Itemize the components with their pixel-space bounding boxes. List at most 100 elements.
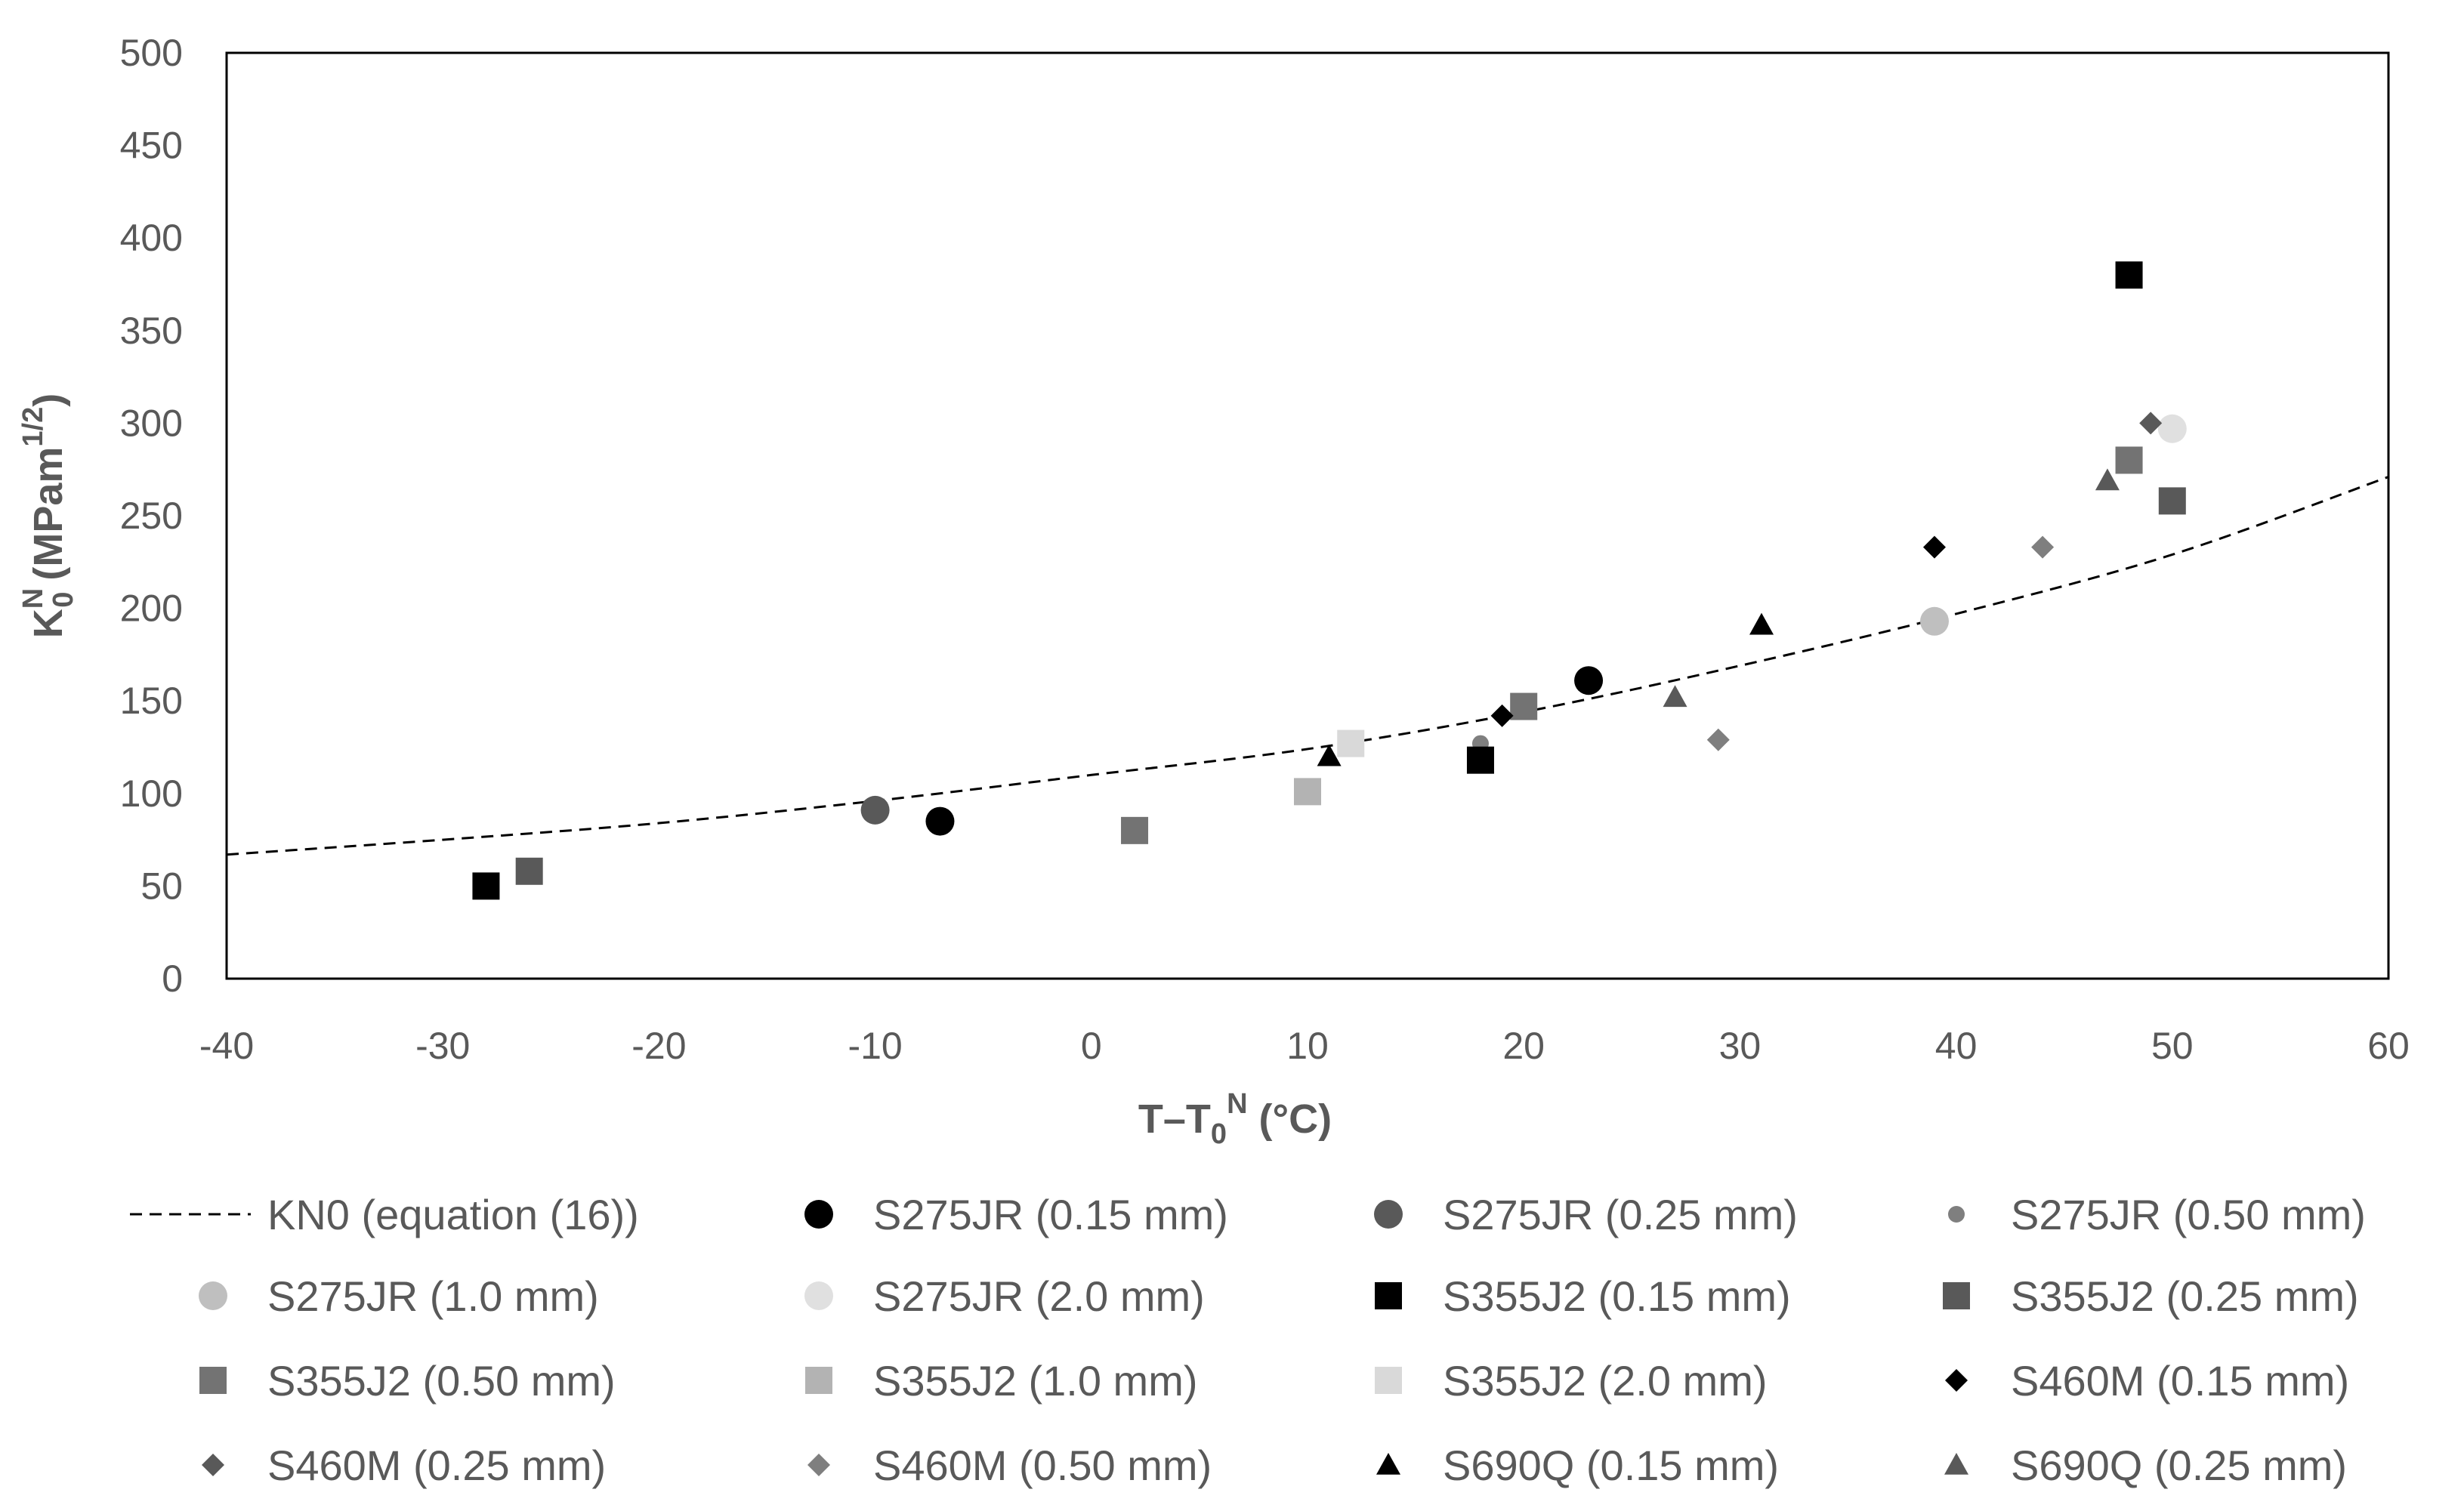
x-tick-label: -10: [848, 1025, 902, 1067]
legend-symbol: [1376, 1453, 1400, 1475]
legend-entry: S275JR (2.0 mm): [804, 1272, 1205, 1320]
legend-symbol: [202, 1454, 224, 1476]
legend-label: S275JR (1.0 mm): [267, 1272, 599, 1320]
series-s460m-0-15-mm: [1490, 535, 1946, 727]
data-point: [1121, 816, 1149, 844]
legend-symbol: [1375, 1282, 1402, 1309]
x-tick-label: 20: [1502, 1025, 1545, 1067]
y-tick-label: 500: [120, 32, 183, 74]
legend-entry: S275JR (0.15 mm): [804, 1191, 1228, 1238]
series-s275jr-0-15-mm: [925, 666, 1604, 836]
x-tick-label: 60: [2367, 1025, 2410, 1067]
legend-entry: S690Q (0.25 mm): [1944, 1442, 2347, 1489]
x-tick-label: 50: [2151, 1025, 2194, 1067]
legend-label: KN0 (equation (16)): [267, 1191, 639, 1238]
y-tick-label: 400: [120, 217, 183, 259]
legend-label: S460M (0.25 mm): [267, 1442, 606, 1489]
curve-layer: [226, 476, 2389, 856]
legend-entry: S690Q (0.15 mm): [1376, 1442, 1779, 1489]
data-point: [1922, 535, 1946, 559]
legend-label: S275JR (0.25 mm): [1443, 1191, 1798, 1238]
data-point: [1294, 778, 1321, 806]
kn0-curve: [226, 476, 2389, 856]
series-s355j2-0-50-mm: [1121, 446, 2143, 844]
x-axis-title: T–T0N (°C): [1138, 1088, 1332, 1150]
legend-label: S355J2 (1.0 mm): [873, 1357, 1198, 1405]
y-tick-label: 450: [120, 125, 183, 167]
legend-symbol: [805, 1367, 832, 1394]
x-axis-ticks: -40 -30 -20 -10 0 10 20 30 40 50 60: [199, 1025, 2410, 1067]
data-point: [1749, 612, 1774, 635]
legend-symbol: [804, 1200, 833, 1229]
x-tick-label: 10: [1286, 1025, 1329, 1067]
legend-label: S355J2 (0.25 mm): [2011, 1272, 2359, 1320]
legend-label: S275JR (2.0 mm): [873, 1272, 1205, 1320]
legend-label: S275JR (0.15 mm): [873, 1191, 1228, 1238]
legend-label: S690Q (0.15 mm): [1443, 1442, 1779, 1489]
x-tick-label: 30: [1719, 1025, 1762, 1067]
legend-entry: S355J2 (2.0 mm): [1375, 1357, 1768, 1405]
data-point: [1919, 606, 1949, 636]
data-point: [2115, 446, 2143, 474]
y-tick-label: 350: [120, 310, 183, 352]
data-point: [1510, 692, 1538, 720]
legend-label: S460M (0.15 mm): [2011, 1357, 2349, 1405]
data-point: [1706, 728, 1730, 751]
legend-entry: S355J2 (1.0 mm): [805, 1357, 1198, 1405]
x-tick-label: -40: [199, 1025, 254, 1067]
y-tick-label: 150: [120, 680, 183, 722]
data-point: [2157, 414, 2187, 443]
series-s460m-0-25-mm: [2139, 412, 2163, 435]
data-point: [472, 872, 500, 900]
data-point: [515, 857, 543, 885]
data-point: [1317, 744, 1342, 766]
legend-entry: S355J2 (0.15 mm): [1375, 1272, 1791, 1320]
data-point: [1663, 685, 1687, 708]
series-s355j2-1-0-mm: [1294, 778, 1321, 806]
legend-label: S460M (0.50 mm): [873, 1442, 1212, 1489]
legend-entry: S460M (0.25 mm): [202, 1442, 606, 1489]
legend-symbol: [1943, 1282, 1970, 1309]
legend-symbol: [804, 1281, 833, 1310]
legend-label: S355J2 (2.0 mm): [1443, 1357, 1768, 1405]
data-point: [1490, 704, 1514, 727]
x-tick-label: 0: [1081, 1025, 1102, 1067]
y-tick-label: 300: [120, 402, 183, 444]
x-tick-label: -20: [631, 1025, 686, 1067]
data-point: [860, 795, 890, 825]
series-s690q-0-25-mm: [1663, 468, 2120, 708]
legend-symbol: [1375, 1367, 1402, 1394]
data-point: [2139, 412, 2163, 435]
legend-entry: S275JR (1.0 mm): [199, 1272, 599, 1320]
points-layer: [472, 261, 2187, 900]
legend: KN0 (equation (16)) S275JR (0.15 mm) S275J…: [130, 1191, 2366, 1489]
data-point: [2158, 487, 2186, 515]
legend-symbol: [199, 1281, 227, 1310]
legend-symbol: [1948, 1206, 1965, 1223]
series-s460m-0-50-mm: [1706, 535, 2055, 751]
series-s355j2-0-25-mm: [515, 487, 2186, 885]
series-s355j2-2-0-mm: [1337, 729, 1365, 757]
legend-symbol: [1944, 1453, 1968, 1475]
series-s275jr-2-0-mm: [2157, 414, 2187, 443]
legend-symbol: [1945, 1369, 1968, 1392]
legend-entry: KN0 (equation (16)): [130, 1191, 639, 1238]
legend-symbol: [807, 1454, 830, 1476]
data-point: [2115, 261, 2143, 289]
legend-entry: S355J2 (0.50 mm): [199, 1357, 616, 1405]
series-s275jr-0-25-mm: [860, 795, 890, 825]
x-tick-label: 40: [1935, 1025, 1978, 1067]
y-tick-label: 100: [120, 772, 183, 815]
legend-label: S355J2 (0.50 mm): [267, 1357, 616, 1405]
series-s355j2-0-15-mm: [472, 261, 2143, 900]
legend-entry: S355J2 (0.25 mm): [1943, 1272, 2359, 1320]
data-point: [1574, 666, 1604, 695]
x-tick-label: -30: [415, 1025, 470, 1067]
legend-symbol: [199, 1367, 227, 1394]
legend-label: S690Q (0.25 mm): [2011, 1442, 2347, 1489]
data-point: [2095, 468, 2120, 491]
y-axis-ticks: 0 50 100 150 200 250 300 350 400 450 500: [120, 32, 183, 1000]
data-point: [1337, 729, 1365, 757]
